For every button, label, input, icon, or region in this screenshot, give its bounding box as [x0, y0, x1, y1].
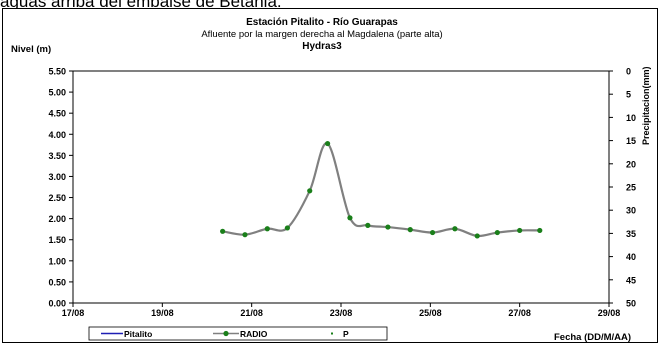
x-tick-label: 29/08 — [598, 308, 621, 318]
legend-marker-p — [331, 332, 333, 335]
y-tick-label: 5.00 — [48, 88, 66, 98]
data-point-radio — [220, 228, 226, 234]
x-axis-label: Fecha (DD/M/AA) — [554, 332, 631, 343]
y2-tick-label: 35 — [626, 229, 636, 239]
y2-axis-label: Precipitacion(mm) — [641, 66, 651, 145]
data-point-radio — [407, 227, 413, 233]
y2-tick-label: 0 — [626, 67, 631, 77]
y-tick-label: 4.50 — [48, 109, 66, 119]
data-point-radio — [537, 227, 543, 234]
y2-tick-label: 40 — [626, 252, 636, 262]
data-point-radio — [325, 140, 331, 147]
y2-tick-label: 5 — [626, 90, 631, 100]
y-tick-label: 0.00 — [48, 299, 66, 309]
data-point-radio — [494, 229, 500, 236]
legend: Pitalito RADIO P — [88, 326, 388, 341]
data-point-radio — [284, 225, 290, 231]
x-tick-label: 27/08 — [508, 308, 531, 318]
y-tick-label: 3.00 — [48, 172, 66, 182]
y2-tick-label: 30 — [626, 206, 636, 216]
legend-label-radio: RADIO — [240, 329, 268, 339]
series-markers — [220, 140, 543, 239]
y2-tick-label: 10 — [626, 113, 636, 123]
legend-label-p: P — [343, 329, 349, 339]
chart-subtitle-2: Hydras3 — [302, 41, 342, 52]
data-point-radio — [385, 224, 391, 230]
y-tick-label: 2.50 — [48, 193, 66, 203]
axes-group: 0.00 0.50 1.00 1.50 2.00 2.50 3.00 3.50 4.00 4.50… — [48, 67, 636, 319]
data-point-radio — [264, 226, 270, 232]
chart-subtitle: Afluente por la margen derecha al Magdal… — [201, 29, 442, 40]
y-tick-label: 0.50 — [48, 277, 66, 287]
legend-label-pitalito: Pitalito — [124, 329, 152, 339]
data-point-radio — [365, 222, 371, 228]
x-tick-label: 25/08 — [419, 308, 442, 318]
y-tick-label: 3.50 — [48, 151, 66, 161]
x-tick-label: 19/08 — [151, 308, 174, 318]
data-point-radio — [429, 229, 436, 236]
x-tick-label: 21/08 — [240, 308, 263, 318]
x-tick-label: 23/08 — [330, 308, 353, 318]
y-tick-label: 4.00 — [48, 130, 66, 140]
data-point-radio — [452, 226, 458, 232]
data-point-radio — [474, 233, 480, 239]
y2-tick-label: 15 — [626, 136, 636, 146]
y2-tick-label: 45 — [626, 275, 636, 285]
chart-svg: Estación Pitalito - Río Guarapas Afluent… — [11, 17, 651, 343]
chart-frame: Estación Pitalito - Río Guarapas Afluent… — [2, 8, 658, 343]
y-tick-label: 1.00 — [48, 256, 66, 266]
series-line-radio — [222, 142, 540, 238]
y-tick-label: 5.50 — [48, 67, 66, 77]
chart-title: Estación Pitalito - Río Guarapas — [246, 17, 398, 28]
data-point-radio — [347, 215, 353, 221]
y-axis-label: Nivel (m) — [11, 44, 51, 55]
series-lines — [222, 142, 540, 238]
data-point-radio — [307, 188, 313, 194]
legend-marker-radio — [223, 330, 229, 337]
y-tick-label: 2.00 — [48, 214, 66, 224]
y2-tick-label: 20 — [626, 159, 636, 169]
y2-tick-label: 25 — [626, 183, 636, 193]
x-tick-label: 17/08 — [62, 308, 85, 318]
y2-tick-label: 50 — [626, 299, 636, 309]
y-tick-label: 1.50 — [48, 235, 66, 245]
data-point-radio — [517, 227, 523, 234]
banner-caption-text: aguas arriba del embalse de Betania. — [0, 0, 661, 8]
data-point-radio — [242, 232, 248, 238]
